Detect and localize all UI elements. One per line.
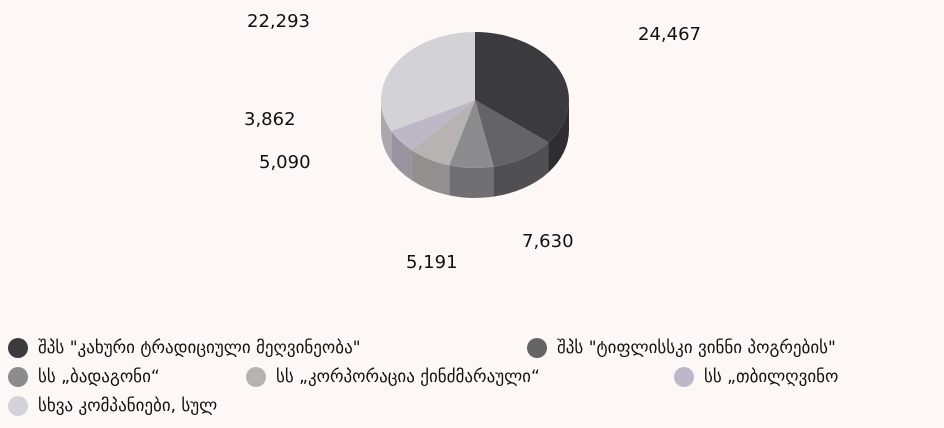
pie-side [391,130,412,181]
legend-label: სს „ბადაგონი“ [38,367,160,387]
legend-swatch [674,367,694,387]
legend-label: შპს "კახური ტრადიციული მეღვინეობა" [38,338,361,358]
legend-swatch [8,396,28,416]
data-label: 22,293 [247,11,310,32]
pie-slice [381,32,475,131]
pie-side [548,100,569,173]
data-label: 3,862 [244,109,296,130]
data-label: 5,090 [259,152,311,173]
pie-side [381,100,392,161]
pie-side [493,142,549,197]
legend-label: შპს "ტიფლისსკი ვინნი პოგრების" [557,338,836,358]
pie-side [449,165,494,198]
legend-swatch [527,338,547,358]
pie-slice [475,32,569,143]
legend-label: სხვა კომპანიები, სულ [38,396,217,416]
legend-swatch [246,367,266,387]
legend-swatch [8,338,28,358]
pie-side [411,150,450,196]
data-label: 5,191 [406,252,458,273]
pie-slice [411,100,475,166]
legend-label: სს „კორპორაცია ქინძმარაული“ [276,367,540,387]
data-label: 24,467 [638,24,701,45]
pie-slice [449,100,494,169]
legend-label: სს „თბილღვინო [704,367,838,387]
pie-slice [475,100,549,167]
data-label: 7,630 [522,231,574,252]
pie-slice [391,100,475,151]
legend-swatch [8,367,28,387]
